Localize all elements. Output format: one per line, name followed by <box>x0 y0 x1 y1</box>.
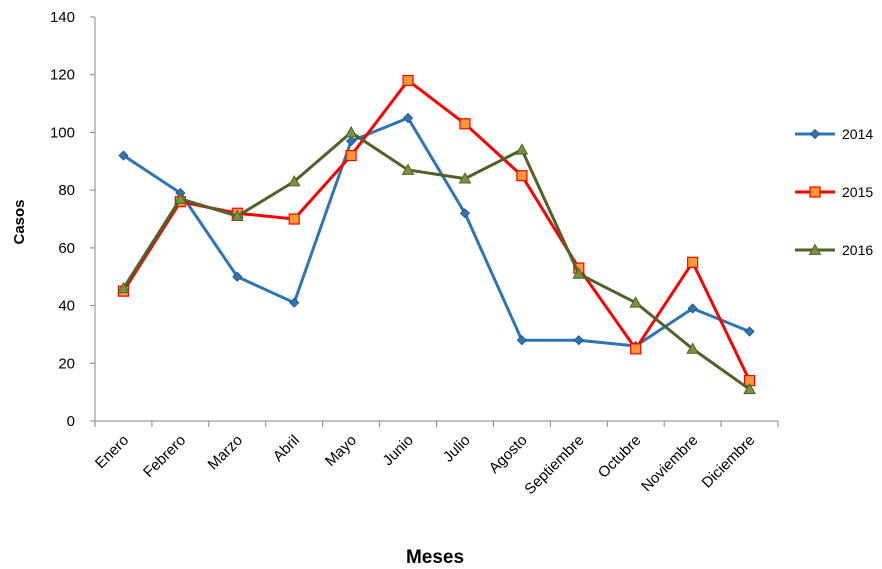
y-tick-label: 60 <box>58 240 75 257</box>
triangle-marker <box>515 143 529 155</box>
x-tick-label: Octubre <box>595 432 645 482</box>
legend: 2014 2015 2016 <box>795 126 873 258</box>
x-tick-label: Mayo <box>322 432 360 470</box>
diamond-marker <box>289 297 300 308</box>
triangle-marker <box>117 281 130 294</box>
triangle-marker <box>344 125 358 138</box>
x-tick-label: Agosto <box>486 432 531 477</box>
triangle-marker <box>287 174 301 187</box>
y-axis-title: Casos <box>11 199 28 244</box>
series-2016 <box>117 125 756 395</box>
triangle-marker <box>230 209 244 222</box>
square-marker <box>288 213 300 225</box>
diamond-marker <box>346 136 357 147</box>
legend-label: 2016 <box>842 242 873 258</box>
x-tick-label: Julio <box>440 432 474 466</box>
triangle-marker <box>401 163 415 175</box>
triangle-marker <box>174 192 187 204</box>
x-axis-title: Meses <box>406 547 464 568</box>
diamond-marker <box>573 335 584 346</box>
series-line <box>122 78 751 382</box>
triangle-marker <box>629 296 643 308</box>
y-tick-label: 140 <box>50 9 75 26</box>
legend-item: 2016 <box>795 242 873 258</box>
square-marker <box>630 343 642 355</box>
diamond-marker <box>402 112 414 124</box>
diamond-marker <box>687 303 698 314</box>
diamond-marker <box>232 271 243 282</box>
y-tick-label: 100 <box>50 124 75 141</box>
legend-label: 2014 <box>842 126 873 142</box>
square-marker <box>516 170 528 182</box>
x-tick-label: Noviembre <box>638 432 701 495</box>
y-tick-label: 120 <box>50 67 75 84</box>
diamond-marker <box>118 150 129 161</box>
diamond-marker <box>516 335 527 346</box>
axes <box>90 16 779 427</box>
triangle-marker <box>458 172 472 184</box>
legend-label: 2015 <box>842 184 873 200</box>
square-marker <box>687 256 699 268</box>
square-marker <box>345 149 357 162</box>
triangle-marker <box>743 382 756 395</box>
series-line <box>122 130 751 391</box>
y-tick-label: 20 <box>58 355 75 372</box>
triangle-marker <box>572 267 586 279</box>
square-marker <box>459 118 471 130</box>
x-tick-labels: Enero Febrero Marzo Abril Mayo Junio Julio Agos… <box>92 432 758 498</box>
square-marker <box>809 186 821 198</box>
triangle-marker <box>808 243 822 255</box>
series-2015 <box>117 74 756 387</box>
diamond-marker <box>459 208 471 219</box>
x-tick-label: Septiembre <box>521 432 587 498</box>
x-tick-label: Enero <box>92 432 132 472</box>
series-2014 <box>118 112 755 352</box>
square-marker <box>402 74 414 87</box>
legend-item: 2015 <box>795 184 873 200</box>
diamond-marker <box>744 326 755 337</box>
x-tick-label: Junio <box>379 432 416 469</box>
series-layer <box>117 74 756 395</box>
legend-item: 2014 <box>795 126 873 142</box>
y-tick-label: 80 <box>58 182 75 199</box>
y-tick-label: 40 <box>58 298 75 315</box>
x-tick-label: Febrero <box>140 432 189 481</box>
y-tick-labels: 0 20 40 60 80 100 120 140 <box>50 9 75 430</box>
series-line <box>122 116 751 348</box>
y-tick-label: 0 <box>67 413 75 430</box>
triangle-marker <box>686 342 699 354</box>
diamond-marker <box>809 128 821 140</box>
x-tick-label: Diciembre <box>699 432 759 492</box>
x-tick-label: Abril <box>270 432 303 465</box>
x-tick-label: Marzo <box>205 432 246 473</box>
